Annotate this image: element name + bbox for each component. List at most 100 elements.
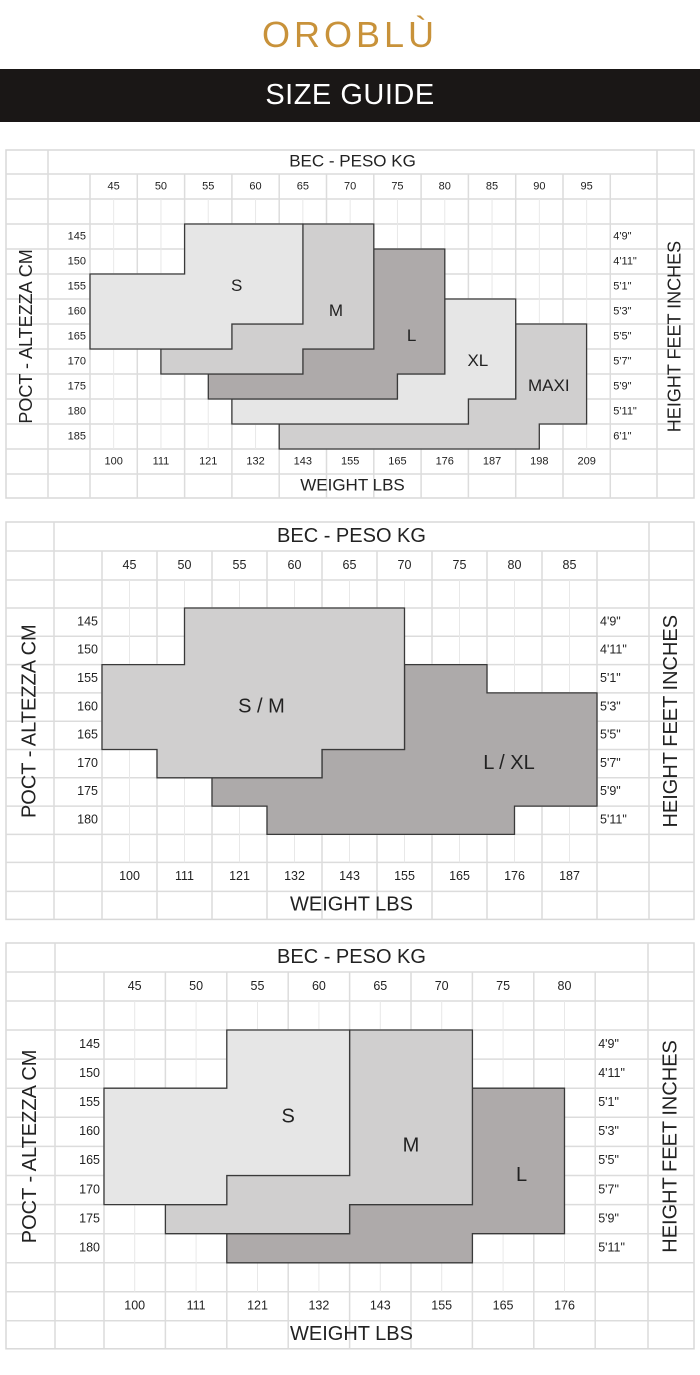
cm-tick-label: 180 bbox=[79, 1241, 100, 1255]
kg-tick-label: 50 bbox=[155, 180, 167, 192]
lbs-tick-label: 100 bbox=[119, 869, 140, 883]
cm-tick-label: 155 bbox=[77, 671, 98, 685]
ft-tick-label: 5'9" bbox=[600, 784, 621, 798]
lbs-tick-label: 143 bbox=[370, 1299, 391, 1313]
ft-tick-label: 5'1" bbox=[613, 280, 631, 292]
lbs-tick-label: 209 bbox=[577, 455, 595, 467]
kg-tick-label: 85 bbox=[486, 180, 498, 192]
ft-tick-label: 5'5" bbox=[613, 330, 631, 342]
size-label: L / XL bbox=[483, 752, 535, 774]
cm-axis-title: POCT - ALTEZZA CM bbox=[18, 624, 40, 818]
cm-tick-label: 145 bbox=[77, 614, 98, 628]
lbs-tick-label: 100 bbox=[104, 455, 122, 467]
lbs-axis-title: WEIGHT LBS bbox=[300, 475, 405, 494]
cm-tick-label: 150 bbox=[77, 643, 98, 657]
cm-tick-label: 150 bbox=[68, 255, 86, 267]
size-region-sm bbox=[101, 607, 406, 779]
ft-tick-label: 5'9" bbox=[613, 380, 631, 392]
kg-axis-title: BEC - PESO KG bbox=[277, 946, 426, 968]
cm-axis-title: POCT - ALTEZZA CM bbox=[19, 1050, 41, 1244]
cm-tick-label: 160 bbox=[77, 699, 98, 713]
cm-tick-label: 170 bbox=[68, 355, 86, 367]
kg-tick-label: 65 bbox=[297, 180, 309, 192]
ft-tick-label: 5'9" bbox=[598, 1211, 619, 1225]
lbs-tick-label: 165 bbox=[449, 869, 470, 883]
lbs-tick-label: 143 bbox=[294, 455, 312, 467]
ft-tick-label: 5'7" bbox=[600, 756, 621, 770]
title-band: SIZE GUIDE bbox=[0, 69, 700, 122]
ft-tick-label: 4'11" bbox=[613, 255, 637, 267]
kg-tick-label: 50 bbox=[189, 979, 203, 993]
cm-tick-label: 175 bbox=[77, 784, 98, 798]
lbs-tick-label: 165 bbox=[388, 455, 406, 467]
lbs-tick-label: 121 bbox=[229, 869, 250, 883]
ft-tick-label: 5'7" bbox=[613, 355, 631, 367]
ft-tick-label: 5'5" bbox=[600, 728, 621, 742]
lbs-tick-label: 121 bbox=[247, 1299, 268, 1313]
lbs-tick-label: 143 bbox=[339, 869, 360, 883]
size-region-s bbox=[89, 223, 304, 350]
cm-tick-label: 170 bbox=[77, 756, 98, 770]
size-label: L bbox=[516, 1164, 527, 1186]
ft-tick-label: 4'9" bbox=[600, 614, 621, 628]
lbs-tick-label: 111 bbox=[153, 455, 170, 467]
lbs-tick-label: 176 bbox=[504, 869, 525, 883]
size-chart-2: L / XL S / M BEC - PESO KG WEIGHT LBS POCT -… bbox=[5, 521, 695, 921]
kg-tick-label: 65 bbox=[373, 979, 387, 993]
lbs-tick-label: 111 bbox=[175, 869, 194, 883]
lbs-tick-label: 121 bbox=[199, 455, 217, 467]
ft-axis-title: HEIGHT FEET INCHES bbox=[664, 241, 684, 432]
ft-tick-label: 4'11" bbox=[598, 1066, 625, 1080]
kg-tick-label: 75 bbox=[391, 180, 403, 192]
size-chart-1: MAXI XL L M S BEC - PESO KG WEIGHT LBS POCT - A… bbox=[5, 149, 695, 499]
kg-tick-label: 55 bbox=[202, 180, 214, 192]
ft-tick-label: 4'9" bbox=[598, 1037, 619, 1051]
ft-axis-title: HEIGHT FEET INCHES bbox=[659, 1040, 681, 1253]
ft-tick-label: 5'11" bbox=[613, 405, 637, 417]
ft-tick-label: 6'1" bbox=[613, 430, 631, 442]
kg-tick-label: 80 bbox=[439, 180, 451, 192]
cm-tick-label: 150 bbox=[79, 1066, 100, 1080]
lbs-tick-label: 198 bbox=[530, 455, 548, 467]
kg-tick-label: 60 bbox=[249, 180, 261, 192]
kg-tick-label: 60 bbox=[288, 558, 302, 572]
page-title: SIZE GUIDE bbox=[265, 79, 435, 111]
kg-tick-label: 65 bbox=[343, 558, 357, 572]
lbs-tick-label: 132 bbox=[308, 1299, 329, 1313]
lbs-tick-label: 176 bbox=[436, 455, 454, 467]
size-label: XL bbox=[467, 351, 488, 370]
ft-tick-label: 5'1" bbox=[598, 1095, 619, 1109]
ft-tick-label: 4'9" bbox=[613, 230, 631, 242]
size-label: S / M bbox=[238, 695, 285, 717]
ft-tick-label: 5'11" bbox=[600, 813, 627, 827]
size-label: MAXI bbox=[528, 376, 570, 395]
kg-tick-label: 95 bbox=[581, 180, 593, 192]
cm-tick-label: 165 bbox=[79, 1153, 100, 1167]
size-region-s bbox=[103, 1029, 351, 1206]
lbs-tick-label: 155 bbox=[431, 1299, 452, 1313]
cm-tick-label: 165 bbox=[77, 728, 98, 742]
cm-tick-label: 175 bbox=[68, 380, 86, 392]
kg-tick-label: 55 bbox=[233, 558, 247, 572]
cm-tick-label: 145 bbox=[68, 230, 86, 242]
kg-tick-label: 75 bbox=[453, 558, 467, 572]
size-label: M bbox=[403, 1135, 420, 1157]
ft-tick-label: 4'11" bbox=[600, 643, 627, 657]
lbs-axis-title: WEIGHT LBS bbox=[290, 894, 413, 916]
lbs-tick-label: 132 bbox=[246, 455, 264, 467]
lbs-tick-label: 155 bbox=[394, 869, 415, 883]
ft-tick-label: 5'3" bbox=[600, 699, 621, 713]
kg-tick-label: 80 bbox=[508, 558, 522, 572]
kg-tick-label: 70 bbox=[398, 558, 412, 572]
lbs-tick-label: 132 bbox=[284, 869, 305, 883]
ft-tick-label: 5'7" bbox=[598, 1182, 619, 1196]
kg-axis-title: BEC - PESO KG bbox=[289, 151, 416, 170]
kg-axis-title: BEC - PESO KG bbox=[277, 525, 426, 547]
size-label: S bbox=[231, 276, 242, 295]
ft-tick-label: 5'11" bbox=[598, 1241, 625, 1255]
cm-tick-label: 180 bbox=[68, 405, 86, 417]
size-label: L bbox=[407, 326, 416, 345]
cm-tick-label: 145 bbox=[79, 1037, 100, 1051]
cm-tick-label: 160 bbox=[68, 305, 86, 317]
